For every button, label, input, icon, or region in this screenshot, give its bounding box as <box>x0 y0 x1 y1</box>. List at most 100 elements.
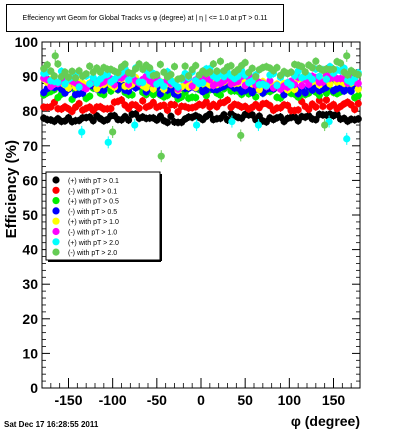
data-point <box>139 78 147 87</box>
data-point <box>174 83 182 91</box>
data-point <box>163 118 172 127</box>
y-tick-label: 20 <box>22 311 38 327</box>
data-point <box>192 93 200 102</box>
legend-marker <box>52 248 60 256</box>
legend-marker <box>52 207 60 215</box>
x-tick-label: -100 <box>99 392 127 408</box>
data-point-outlier <box>192 121 201 129</box>
data-point <box>167 70 175 79</box>
series-1 <box>40 109 362 127</box>
data-point <box>170 101 179 109</box>
data-point <box>188 82 196 90</box>
data-point <box>223 96 232 104</box>
y-axis-label: Efficiency (%) <box>3 140 20 239</box>
data-point <box>124 87 133 95</box>
data-point <box>336 59 345 67</box>
y-tick-label: 40 <box>22 242 38 258</box>
data-point <box>64 73 73 81</box>
y-tick-label: 90 <box>22 69 38 85</box>
data-point <box>315 72 323 80</box>
data-point <box>347 87 355 95</box>
data-point <box>329 65 338 73</box>
data-point <box>298 62 306 71</box>
data-point <box>216 91 225 99</box>
data-point <box>177 74 186 82</box>
data-point <box>117 96 126 104</box>
data-point <box>114 68 122 77</box>
x-tick-label: -50 <box>147 392 167 408</box>
legend-marker <box>52 217 60 225</box>
legend-marker <box>52 176 60 184</box>
legend-marker <box>52 186 60 194</box>
data-point <box>170 62 179 71</box>
y-tick-label: 80 <box>22 103 38 119</box>
data-point <box>301 89 309 97</box>
data-point <box>206 110 214 118</box>
data-point <box>354 99 362 108</box>
data-point <box>75 83 83 91</box>
data-point <box>308 75 316 83</box>
y-tick-label: 100 <box>15 34 39 50</box>
y-tick-label: 0 <box>30 380 38 396</box>
data-point <box>156 60 164 69</box>
legend-marker <box>52 227 60 236</box>
data-series <box>40 49 362 163</box>
data-point <box>213 67 221 75</box>
data-point <box>298 82 306 90</box>
chart-title: Effeciency wrt Geom for Global Tracks vs… <box>22 14 268 22</box>
y-tick-label: 10 <box>22 345 38 361</box>
y-tick-label: 50 <box>22 207 38 223</box>
data-point <box>86 80 94 88</box>
data-point <box>351 105 359 114</box>
y-tick-label: 60 <box>22 172 38 188</box>
legend-box <box>45 171 161 261</box>
series-2 <box>40 95 362 116</box>
data-point <box>163 106 172 114</box>
data-point <box>89 117 97 125</box>
data-point <box>209 60 217 68</box>
data-point <box>139 97 147 105</box>
data-point <box>354 85 362 93</box>
x-tick-label: -150 <box>54 392 82 408</box>
legend-entry: (+) with pT > 2.0 <box>68 240 119 247</box>
data-point <box>89 74 97 82</box>
data-point <box>202 86 210 94</box>
data-point <box>54 60 62 68</box>
data-point <box>192 62 200 70</box>
timestamp: Sat Dec 17 16:28:55 2011 <box>4 420 99 429</box>
data-point <box>124 76 133 84</box>
series-8 <box>40 49 362 163</box>
data-point <box>319 102 327 110</box>
legend-entry: (-) with pT > 1.0 <box>68 230 117 237</box>
legend-marker <box>52 238 60 246</box>
data-point-outlier <box>78 128 86 136</box>
x-tick-label: 0 <box>197 392 205 408</box>
data-point <box>322 75 331 83</box>
data-point <box>121 60 129 68</box>
data-point-outlier <box>321 121 329 129</box>
data-point-outlier <box>104 138 112 146</box>
data-point <box>312 116 320 124</box>
data-point <box>68 67 76 75</box>
legend-entry: (-) with pT > 2.0 <box>68 250 117 257</box>
legend-entry: (-) with pT > 0.1 <box>68 188 117 195</box>
data-point <box>252 73 260 81</box>
data-point <box>135 60 143 68</box>
data-point <box>50 72 58 80</box>
x-axis-label: φ (degree) <box>290 413 360 429</box>
data-point <box>103 70 111 79</box>
data-point <box>283 101 292 110</box>
legend-marker <box>52 197 60 205</box>
data-point <box>206 68 214 76</box>
data-point <box>312 57 320 65</box>
legend-entry: (+) with pT > 0.5 <box>68 199 119 206</box>
data-point <box>54 78 62 86</box>
data-point <box>107 104 115 113</box>
x-tick-label: 100 <box>278 392 302 408</box>
data-point <box>354 91 362 100</box>
data-point <box>273 81 281 90</box>
data-point <box>220 111 228 119</box>
data-point <box>142 84 150 92</box>
legend: (+) with pT > 0.1 (-) with pT > 0.1 (+) wi… <box>45 171 162 262</box>
